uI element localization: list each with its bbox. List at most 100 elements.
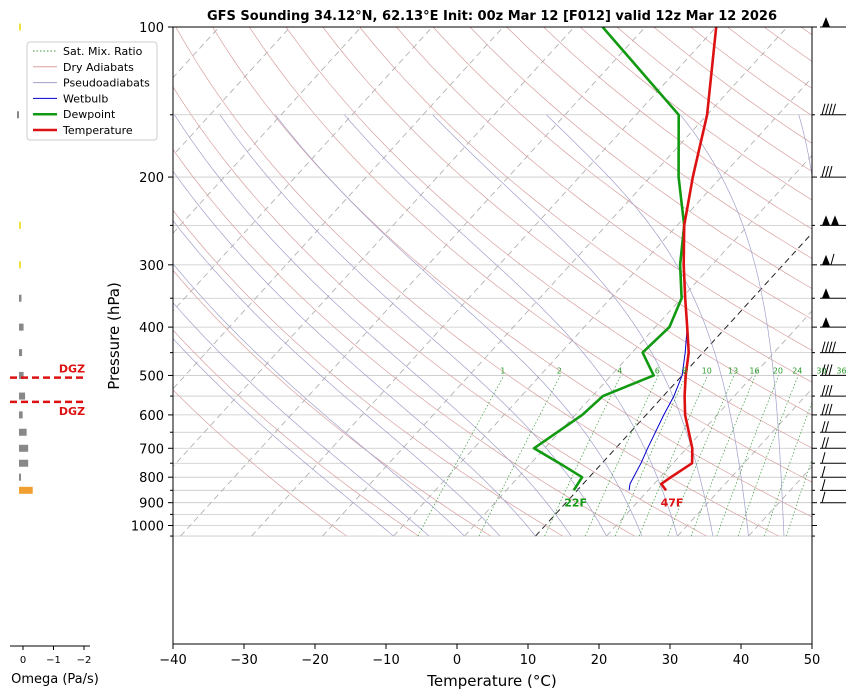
y-tick-label: 1000	[131, 520, 164, 535]
wind-barb-feather	[825, 421, 829, 433]
mixing-ratio-label: 1	[500, 367, 505, 376]
wind-barb-feather	[825, 103, 829, 115]
isotherm	[173, 27, 575, 468]
series-temperature	[659, 27, 718, 492]
surface-dewpoint-label: 22F	[564, 496, 587, 509]
pseudoadiabat	[173, 302, 430, 537]
omega-bar	[19, 371, 24, 379]
wind-barb-feather	[828, 364, 833, 376]
omega-panel: 0 −1 −2 Omega (Pa/s) DGZ DGZ	[10, 23, 99, 687]
plot-frame	[172, 26, 813, 645]
series-dewpoint	[532, 27, 686, 492]
omega-bar	[17, 111, 19, 119]
x-tick-label: 40	[733, 653, 750, 668]
mixing-ratio-line	[478, 375, 561, 537]
dgz-label: DGZ	[59, 405, 85, 418]
legend-label: Temperature	[62, 124, 133, 137]
isotherm	[393, 77, 812, 537]
omega-bar	[19, 392, 26, 400]
dry-adiabat	[469, 27, 812, 289]
dry-adiabat	[396, 27, 812, 351]
mixing-ratio-label: 20	[773, 367, 783, 376]
x-tick-label: 50	[804, 653, 821, 668]
wind-barb-feather	[830, 253, 835, 265]
wind-barb-feather	[832, 103, 836, 115]
legend-label: Pseudoadiabats	[63, 77, 150, 90]
wind-barb-feather	[828, 341, 833, 353]
mixing-ratio-line	[417, 375, 505, 537]
wind-barb-flag	[822, 254, 830, 265]
x-tick-label: −40	[159, 653, 186, 668]
y-tick-label: 900	[139, 497, 164, 512]
dry-adiabat	[173, 148, 635, 537]
pseudoadiabat	[173, 263, 465, 537]
dry-adiabat	[173, 209, 563, 537]
wind-barb-flag	[822, 288, 830, 299]
dry-adiabat	[175, 27, 779, 537]
mixing-ratio-line	[584, 375, 659, 537]
y-tick-label: 100	[139, 21, 164, 36]
pseudoadiabat	[173, 220, 501, 537]
mixing-ratio-label: 13	[728, 367, 738, 376]
mixing-ratio-label: 24	[792, 367, 802, 376]
surface-labels: 47F 22F	[564, 496, 683, 509]
pseudoadiabat	[680, 114, 785, 537]
x-tick-label: 30	[662, 653, 679, 668]
omega-tick-label: −1	[46, 655, 61, 666]
x-tick-label: −30	[230, 653, 257, 668]
omega-bar	[19, 261, 21, 269]
mixing-ratio-label: 36	[836, 367, 846, 376]
dry-adiabat	[359, 27, 812, 383]
dry-adiabat	[212, 27, 812, 518]
x-tick-label: −10	[372, 653, 399, 668]
wind-barb-feather	[825, 403, 829, 416]
y-tick-label: 800	[139, 471, 164, 486]
dry-adiabat	[173, 329, 419, 537]
dry-adiabat	[432, 27, 812, 320]
mixing-ratio-label: 8	[682, 367, 687, 376]
dry-adiabat	[322, 27, 812, 416]
wind-barb-feather	[821, 384, 826, 397]
mixing-ratio-label: 16	[749, 367, 759, 376]
legend-label: Sat. Mix. Ratio	[63, 45, 143, 58]
x-tick-label: −20	[301, 653, 328, 668]
mixing-ratio-labels: 1 2 4 6 8 10 13 16 20 24 30 36	[500, 367, 846, 376]
wind-barb-feather	[825, 165, 829, 178]
dry-adiabat	[285, 27, 812, 449]
y-tick-label: 600	[139, 409, 164, 424]
dry-adiabat	[173, 86, 707, 537]
y-tick-label: 400	[139, 321, 164, 336]
isotherm	[173, 27, 504, 390]
y-tick-label: 700	[139, 442, 164, 457]
wind-barb-feather	[821, 491, 826, 503]
wind-barb-feather	[821, 103, 826, 115]
x-tick-label: 0	[453, 653, 461, 668]
isotherm	[606, 310, 812, 537]
isotherm	[173, 27, 433, 312]
wind-barb-flag	[831, 215, 839, 226]
x-tick-label: 20	[591, 653, 608, 668]
mixing-ratio-label: 4	[617, 367, 622, 376]
thermo-background-lines	[173, 27, 812, 537]
wind-barb-flag	[822, 215, 830, 226]
mixing-ratio-line	[716, 375, 780, 537]
dry-adiabat	[506, 27, 812, 259]
omega-bar	[19, 349, 23, 357]
omega-bar	[19, 323, 24, 331]
omega-bar	[19, 459, 29, 467]
omega-bar	[19, 221, 21, 229]
y-tick-label: 200	[139, 171, 164, 186]
wind-barbs	[820, 17, 846, 504]
wind-barb-feather	[828, 165, 833, 178]
pseudoadiabat	[174, 114, 572, 537]
pseudoadiabat	[432, 114, 714, 537]
legend: Sat. Mix. Ratio Dry Adiabats Pseudoadiabat…	[26, 41, 158, 141]
y-tick-label: 500	[139, 369, 164, 384]
x-tick-label: 10	[520, 653, 537, 668]
surface-temperature-label: 47F	[661, 496, 684, 509]
wind-barb-feather	[825, 364, 829, 376]
isotherm	[677, 388, 812, 537]
omega-tick-label: −2	[77, 655, 92, 666]
omega-bar	[19, 473, 21, 481]
